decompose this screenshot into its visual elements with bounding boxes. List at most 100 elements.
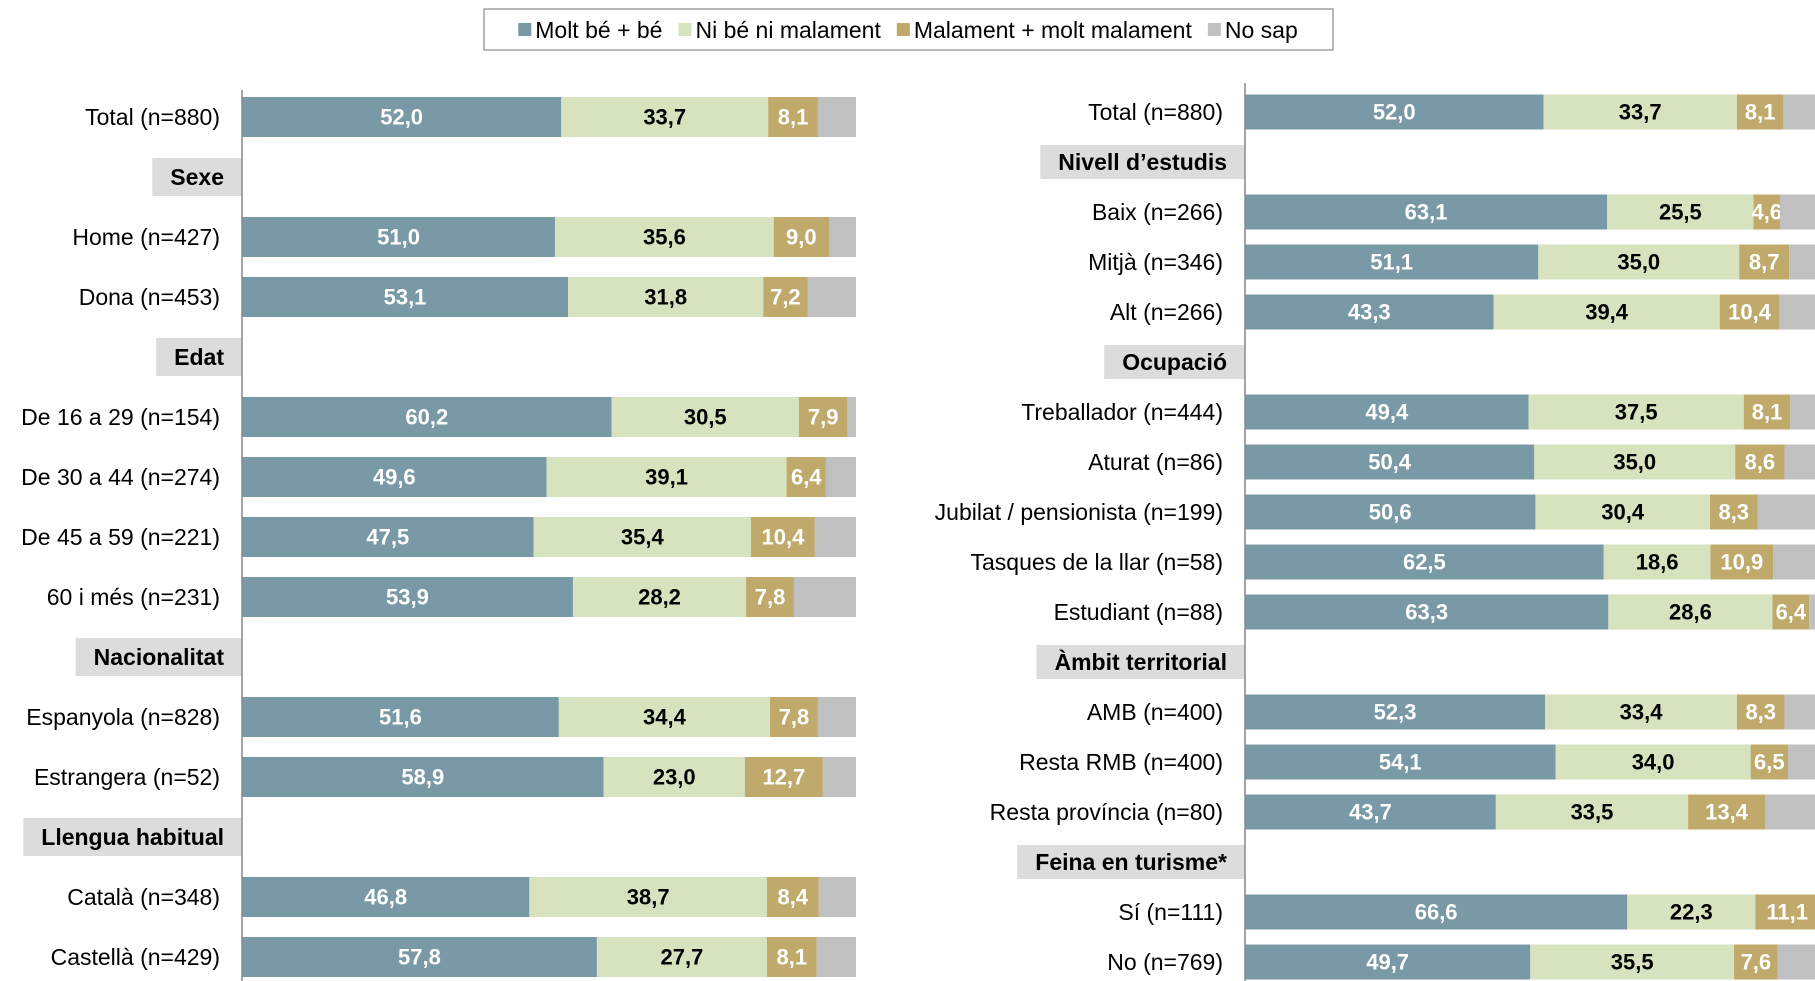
- value-label: 6,5: [1754, 750, 1785, 775]
- value-label: 50,4: [1368, 450, 1412, 475]
- section-header: Feina en turisme*: [1035, 849, 1227, 875]
- bar-segment: [1753, 194, 1780, 230]
- section-header-box: [156, 338, 242, 376]
- value-label: 7,9: [808, 405, 839, 430]
- category-label: Home (n=427): [72, 224, 220, 250]
- bar-segment: [1493, 294, 1720, 330]
- value-label: 4,6: [1751, 200, 1782, 225]
- category-label: De 30 a 44 (n=274): [21, 464, 220, 490]
- bar-segment: [1608, 594, 1773, 630]
- value-label: 54,1: [1379, 750, 1422, 775]
- bar-segment: [1245, 444, 1535, 480]
- value-label: 10,4: [1728, 300, 1772, 325]
- bar-segment: [1734, 944, 1778, 980]
- bar-segment: [1245, 794, 1496, 830]
- bar-segment: [603, 757, 745, 797]
- bar-segment: [1245, 394, 1529, 430]
- bar-segment: [1245, 894, 1628, 930]
- value-label: 51,0: [377, 225, 420, 250]
- value-label: 51,1: [1370, 250, 1413, 275]
- bar-segment: [1688, 794, 1766, 830]
- value-label: 8,1: [778, 105, 809, 130]
- bar-segment: [1789, 244, 1815, 280]
- bar-segment: [1245, 194, 1608, 230]
- bar-segment: [807, 277, 856, 317]
- value-label: 52,0: [1373, 100, 1416, 125]
- value-label: 7,8: [779, 705, 810, 730]
- value-label: 8,1: [777, 945, 808, 970]
- category-label: Espanyola (n=828): [26, 704, 220, 730]
- bar-segment: [786, 457, 826, 497]
- section-header-box: [75, 638, 242, 676]
- bar-segment: [1538, 244, 1740, 280]
- section-header: Nivell d’estudis: [1058, 149, 1227, 175]
- bar-segment: [763, 277, 808, 317]
- value-label: 6,4: [1776, 600, 1807, 625]
- value-label: 60,2: [405, 405, 448, 430]
- value-label: 35,0: [1613, 450, 1656, 475]
- bar-segment: [1543, 94, 1737, 130]
- bar-segment: [773, 217, 829, 257]
- bar-segment: [1790, 394, 1815, 430]
- bar-segment: [822, 757, 856, 797]
- bar-segment: [242, 397, 612, 437]
- bar-segment: [825, 457, 856, 497]
- value-label: 31,8: [644, 285, 687, 310]
- value-label: 27,7: [661, 945, 704, 970]
- bar-segment: [1710, 544, 1774, 580]
- bar-segment: [770, 697, 818, 737]
- bar-segment: [1739, 244, 1790, 280]
- bar-segment: [242, 697, 559, 737]
- bar-segment: [1603, 544, 1711, 580]
- category-label: Sí (n=111): [1118, 899, 1223, 925]
- legend-label: Molt bé + bé: [535, 17, 662, 43]
- bar-segment: [242, 517, 534, 557]
- legend-label: No sap: [1225, 17, 1298, 43]
- category-label: Mitjà (n=346): [1088, 249, 1223, 275]
- bar-segment: [1755, 894, 1815, 930]
- category-label: Estudiant (n=88): [1054, 599, 1223, 625]
- value-label: 30,5: [684, 405, 727, 430]
- value-label: 7,8: [755, 585, 786, 610]
- value-label: 8,3: [1718, 500, 1749, 525]
- bar-segment: [1777, 944, 1815, 980]
- value-label: 28,2: [638, 585, 681, 610]
- value-label: 8,7: [1749, 250, 1780, 275]
- bar-segment: [746, 577, 794, 617]
- bar-segment: [242, 577, 573, 617]
- bar-segment: [1245, 544, 1604, 580]
- bar-segment: [1779, 194, 1815, 230]
- legend-label: Malament + molt malament: [914, 17, 1193, 43]
- legend-label: Ni bé ni malament: [695, 17, 881, 43]
- value-label: 33,7: [643, 105, 686, 130]
- category-label: Total (n=880): [85, 104, 220, 130]
- value-label: 39,1: [645, 465, 688, 490]
- value-label: 33,5: [1571, 800, 1614, 825]
- value-label: 7,6: [1741, 950, 1772, 975]
- value-label: 53,1: [384, 285, 427, 310]
- section-header: Llengua habitual: [41, 824, 224, 850]
- section-header-box: [1036, 645, 1245, 679]
- value-label: 62,5: [1403, 550, 1446, 575]
- value-label: 35,4: [621, 525, 665, 550]
- bar-segment: [572, 577, 747, 617]
- bar-segment: [1765, 794, 1815, 830]
- value-label: 49,7: [1366, 950, 1409, 975]
- value-label: 13,4: [1705, 800, 1749, 825]
- bar-segment: [1773, 544, 1815, 580]
- bar-segment: [1495, 794, 1689, 830]
- section-header-box: [1104, 345, 1245, 379]
- value-label: 23,0: [653, 765, 696, 790]
- value-label: 35,0: [1617, 250, 1660, 275]
- value-label: 46,8: [364, 885, 407, 910]
- bar-segment: [1245, 244, 1539, 280]
- category-label: Tasques de la llar (n=58): [970, 549, 1223, 575]
- value-label: 58,9: [401, 765, 444, 790]
- bar-segment: [1735, 444, 1785, 480]
- value-label: 57,8: [398, 945, 441, 970]
- value-label: 39,4: [1585, 300, 1629, 325]
- value-label: 34,4: [643, 705, 687, 730]
- value-label: 34,0: [1632, 750, 1675, 775]
- value-label: 8,3: [1745, 700, 1776, 725]
- bar-segment: [814, 517, 856, 557]
